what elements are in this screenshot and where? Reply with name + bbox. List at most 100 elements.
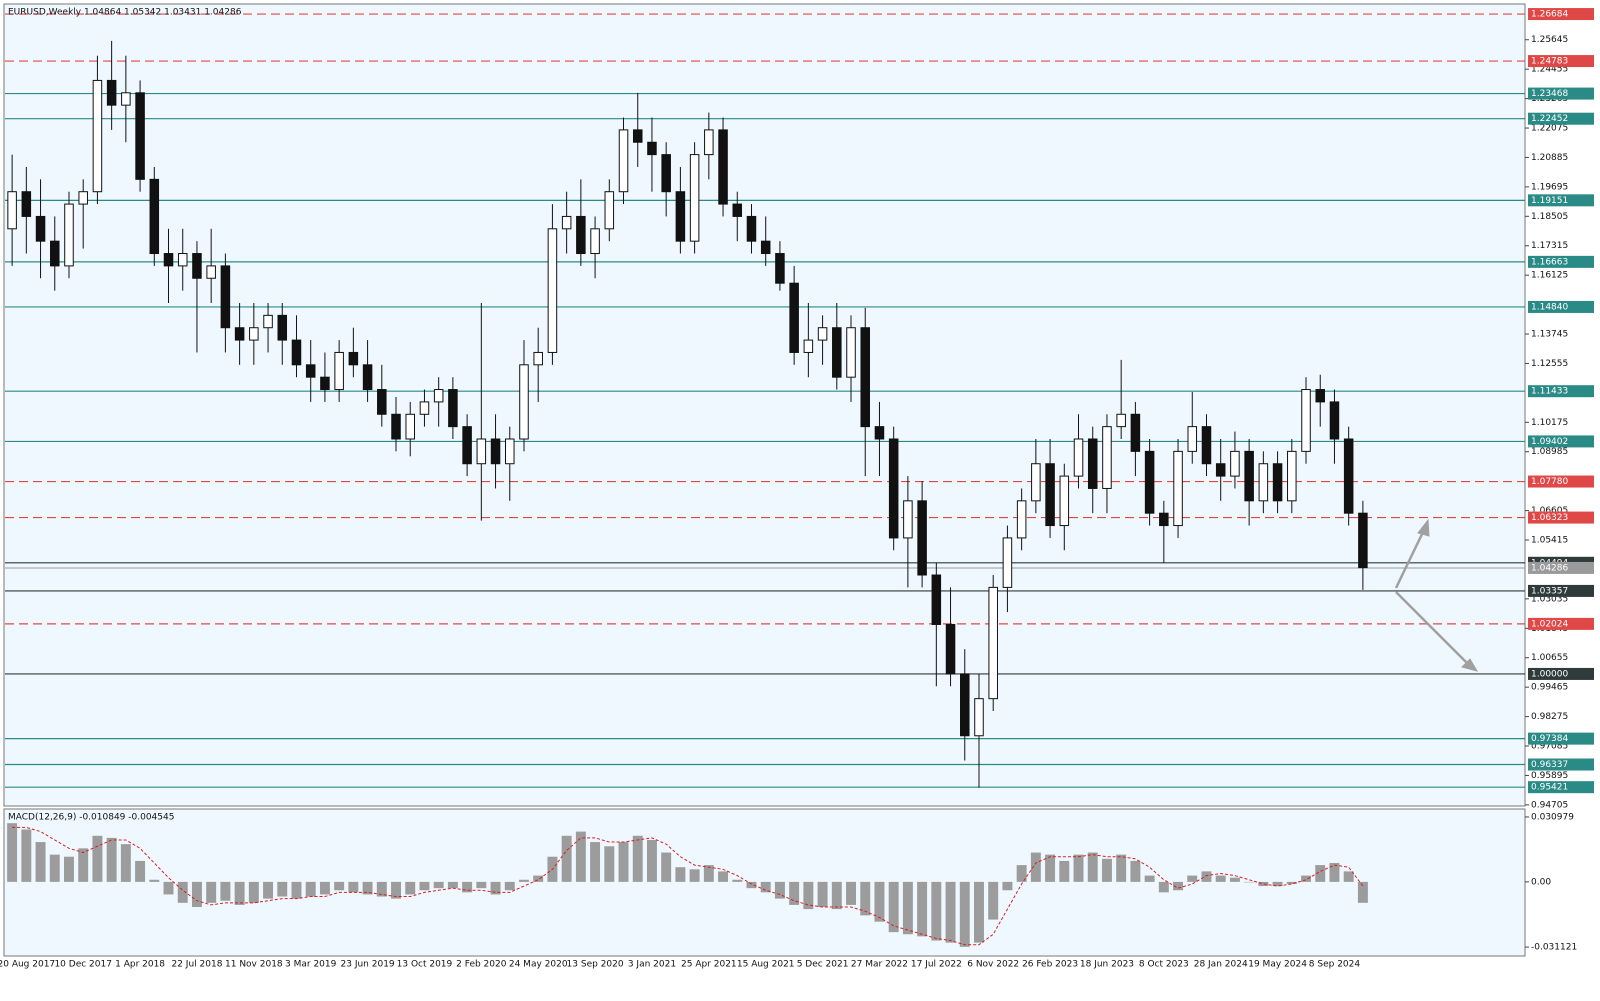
macd-bar (376, 881, 387, 897)
macd-bar (718, 871, 729, 882)
candle-body (817, 327, 828, 341)
level-label: 1.07780 (1531, 477, 1568, 487)
macd-bar (1258, 881, 1269, 887)
candle-body (391, 413, 401, 440)
macd-bar (1272, 881, 1283, 887)
level-label-box (1528, 584, 1594, 597)
candle-body (135, 92, 145, 180)
macd-bar (1030, 852, 1041, 882)
macd-bar (433, 881, 444, 889)
level-label: 1.19151 (1531, 196, 1568, 206)
level-label: 0.96337 (1531, 760, 1568, 770)
candle-body (618, 129, 629, 193)
candle-body (1343, 438, 1354, 514)
x-tick-label: 22 Jul 2018 (171, 960, 222, 970)
macd-bar (1187, 875, 1198, 882)
candle-body (661, 154, 671, 193)
x-tick-label: 13 Oct 2019 (397, 960, 453, 970)
macd-bar (817, 881, 828, 908)
y-tick-label: 1.06605 (1531, 506, 1568, 516)
macd-bar (902, 881, 913, 935)
macd-bar (49, 854, 60, 882)
candle-body (362, 364, 373, 391)
level-label: 1.24783 (1531, 57, 1568, 67)
candle-body (960, 673, 970, 737)
level-label: 1.09402 (1531, 437, 1568, 447)
macd-bar (689, 869, 700, 882)
level-label: 1.23468 (1531, 89, 1568, 99)
candle-body (931, 574, 942, 625)
level-label: 1.14840 (1531, 302, 1568, 312)
level-label-box (1528, 732, 1594, 745)
candle-body (1215, 463, 1226, 477)
macd-bar (362, 881, 373, 895)
macd-bar (1229, 877, 1240, 882)
level-label: 1.00000 (1531, 669, 1568, 679)
candle-body (1315, 389, 1325, 403)
candle-body (732, 203, 743, 217)
candle-body (647, 141, 657, 156)
macd-bar (988, 881, 999, 920)
level-label-box (1528, 781, 1594, 794)
main-panel (3, 3, 1526, 807)
candle-body (1102, 426, 1112, 489)
macd-bar (1158, 881, 1169, 893)
macd-bar (476, 881, 487, 889)
y-tick-label: 1.10175 (1531, 418, 1568, 428)
level-label-box (1528, 55, 1594, 68)
candle-body (419, 401, 430, 415)
level-label-box (1528, 300, 1594, 313)
x-tick-label: 3 Mar 2019 (285, 960, 337, 970)
macd-bar (604, 846, 615, 882)
x-tick-label: 19 May 2024 (1248, 960, 1307, 970)
arrow-up (1394, 529, 1426, 589)
macd-bar (391, 881, 401, 899)
macd-bar (319, 881, 330, 895)
macd-bar (675, 867, 686, 882)
macd-bar (263, 881, 274, 899)
macd-bar (419, 881, 430, 891)
level-label-box (1528, 667, 1594, 680)
candle-body (149, 178, 160, 255)
candle-body (604, 191, 615, 230)
macd-bar (191, 881, 202, 908)
candle-body (1258, 463, 1269, 502)
candle-body (505, 438, 515, 465)
macd-bar (220, 881, 231, 901)
macd-bar (1130, 860, 1141, 882)
macd-bar (1002, 881, 1013, 891)
macd-bar (1329, 863, 1340, 882)
macd-bar (21, 829, 32, 882)
y-tick-label: 1.17315 (1531, 241, 1568, 251)
candle-body (1159, 512, 1169, 527)
candle-body (1201, 426, 1212, 465)
macd-bar (519, 879, 529, 882)
x-tick-label: 25 Apr 2021 (681, 960, 737, 970)
macd-bar (1315, 865, 1326, 882)
candle-body (277, 314, 288, 341)
candle-body (1173, 450, 1183, 527)
candle-body (476, 438, 487, 465)
level-label-box (1528, 87, 1594, 100)
macd-bar (447, 881, 458, 889)
macd-bar (561, 835, 572, 882)
candle-body (1329, 401, 1340, 440)
x-tick-label: 24 May 2020 (509, 960, 568, 970)
candle-body (590, 228, 600, 255)
macd-bar (462, 881, 473, 893)
candle-body (988, 586, 998, 700)
macd-bar (490, 881, 501, 895)
candle-body (21, 191, 32, 217)
macd-bar (1073, 854, 1084, 882)
signal-line (12, 826, 1364, 946)
axes: 1.256451.244551.232651.220751.208851.196… (0, 8, 1594, 970)
candle-body (1116, 413, 1126, 428)
y-tick-label: 1.18505 (1531, 212, 1568, 222)
arrow-up-head (1417, 518, 1430, 537)
candle-body (903, 500, 913, 539)
y-tick-label: 1.16125 (1531, 271, 1568, 281)
candle-body (547, 228, 558, 353)
macd-bar (106, 837, 117, 882)
candle-body (874, 426, 885, 440)
y-tick-label: 1.19695 (1531, 182, 1568, 192)
